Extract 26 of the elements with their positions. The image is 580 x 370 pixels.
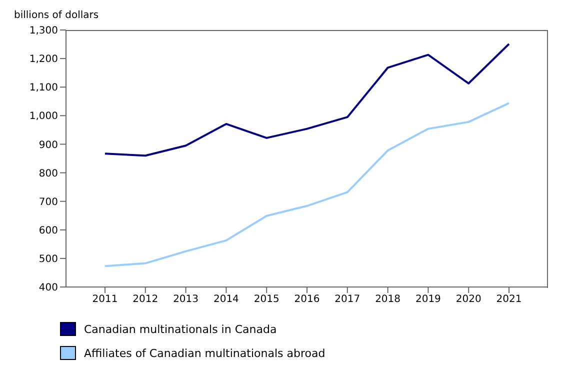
legend-label: Canadian multinationals in Canada [84,322,277,336]
y-axis-title: billions of dollars [14,10,99,21]
line-series [104,102,510,268]
x-tick-label: 2011 [92,294,118,306]
x-tick-label: 2017 [334,294,360,306]
x-tick-label: 2013 [173,294,199,306]
x-tick-label: 2019 [415,294,441,306]
y-tick-label: 1,100 [29,82,58,94]
y-tick-label: 1,200 [29,54,58,66]
y-tick-label: 900 [38,140,58,151]
y-tick-label: 400 [38,282,58,294]
y-tick-label: 1,300 [29,26,58,37]
x-tick-label: 2014 [213,294,239,306]
x-tick-label: 2021 [496,294,522,306]
y-tick-label: 1,000 [29,111,58,122]
x-tick-label: 2020 [456,294,482,306]
y-tick-label: 700 [38,196,58,208]
x-tick-label: 2012 [132,294,158,306]
x-tick-label: 2018 [375,294,401,306]
y-tick-label: 800 [38,168,58,180]
x-tick-label: 2015 [254,294,280,306]
x-tick-label: 2016 [294,294,320,306]
y-tick-label: 500 [38,254,58,265]
line-series [104,42,510,157]
y-tick-label: 600 [38,225,58,236]
legend-label: Affiliates of Canadian multinationals abroad [84,346,326,360]
